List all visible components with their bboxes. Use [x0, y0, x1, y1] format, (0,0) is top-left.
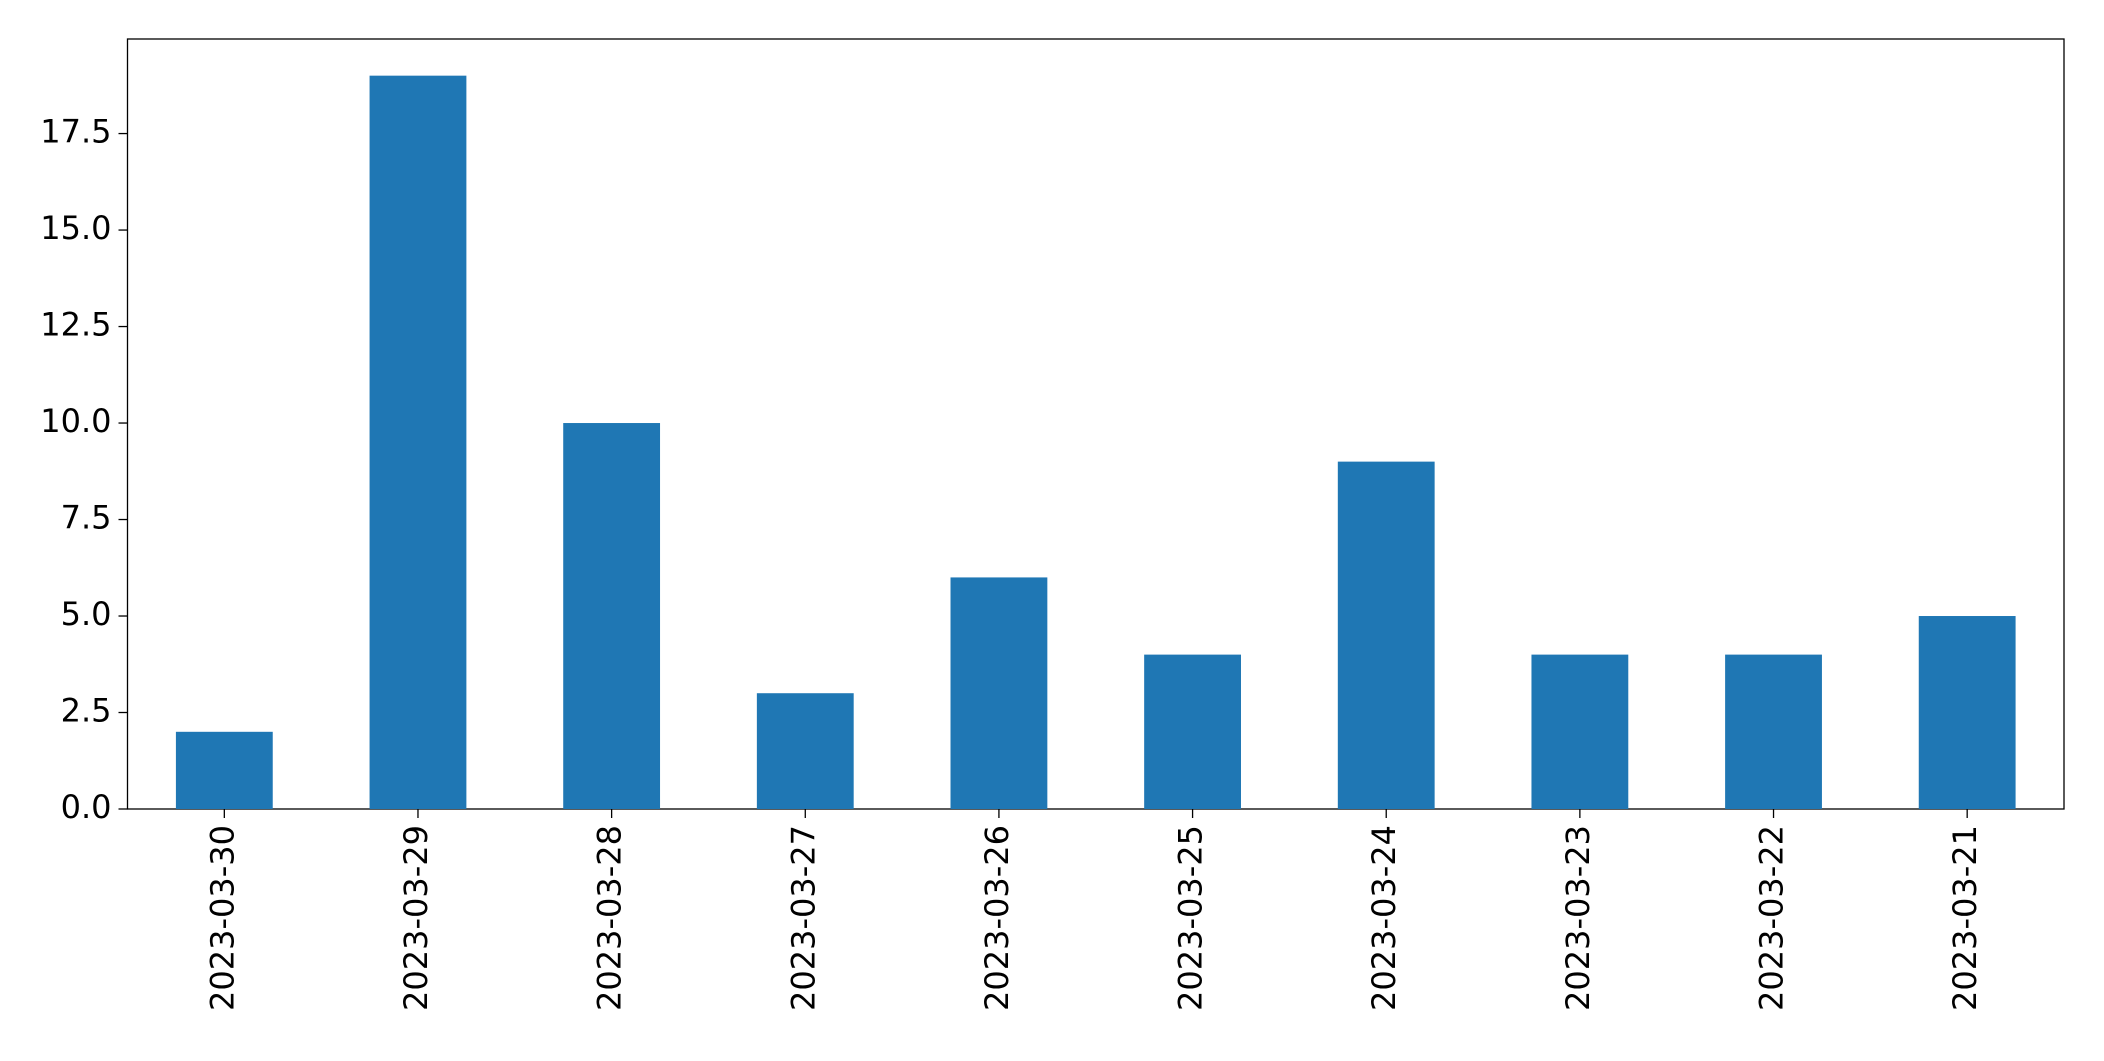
bar [1337, 461, 1435, 809]
bar [1918, 616, 2016, 809]
x-tick-label: 2023-03-30 [203, 825, 241, 1011]
x-tick-label: 2023-03-23 [1559, 825, 1597, 1011]
y-tick-label: 17.5 [40, 113, 111, 151]
axes-frame [126, 38, 2065, 810]
y-tick-label: 2.5 [61, 692, 112, 730]
x-tick-label: 2023-03-24 [1365, 825, 1403, 1011]
x-tick-label: 2023-03-29 [397, 825, 435, 1011]
x-tick-label: 2023-03-21 [1946, 825, 1984, 1011]
x-tick-label: 2023-03-27 [784, 825, 822, 1011]
y-tick-label: 7.5 [61, 499, 112, 537]
bar [1144, 654, 1241, 809]
bar [563, 423, 661, 809]
y-tick-label: 10.0 [40, 402, 111, 440]
x-tick-label: 2023-03-26 [978, 825, 1016, 1011]
x-tick-label: 2023-03-25 [1172, 825, 1210, 1011]
y-tick-label: 15.0 [40, 209, 111, 247]
bar [756, 693, 854, 809]
y-tick-label: 0.0 [61, 788, 112, 826]
bar [1725, 654, 1822, 809]
x-tick-label: 2023-03-28 [591, 825, 629, 1011]
x-tick-label: 2023-03-22 [1753, 825, 1791, 1011]
bar [369, 75, 467, 809]
y-tick-label: 12.5 [40, 306, 111, 344]
bar [950, 577, 1048, 809]
y-tick-label: 5.0 [61, 595, 112, 633]
bar [1531, 654, 1629, 809]
bar [175, 731, 273, 809]
